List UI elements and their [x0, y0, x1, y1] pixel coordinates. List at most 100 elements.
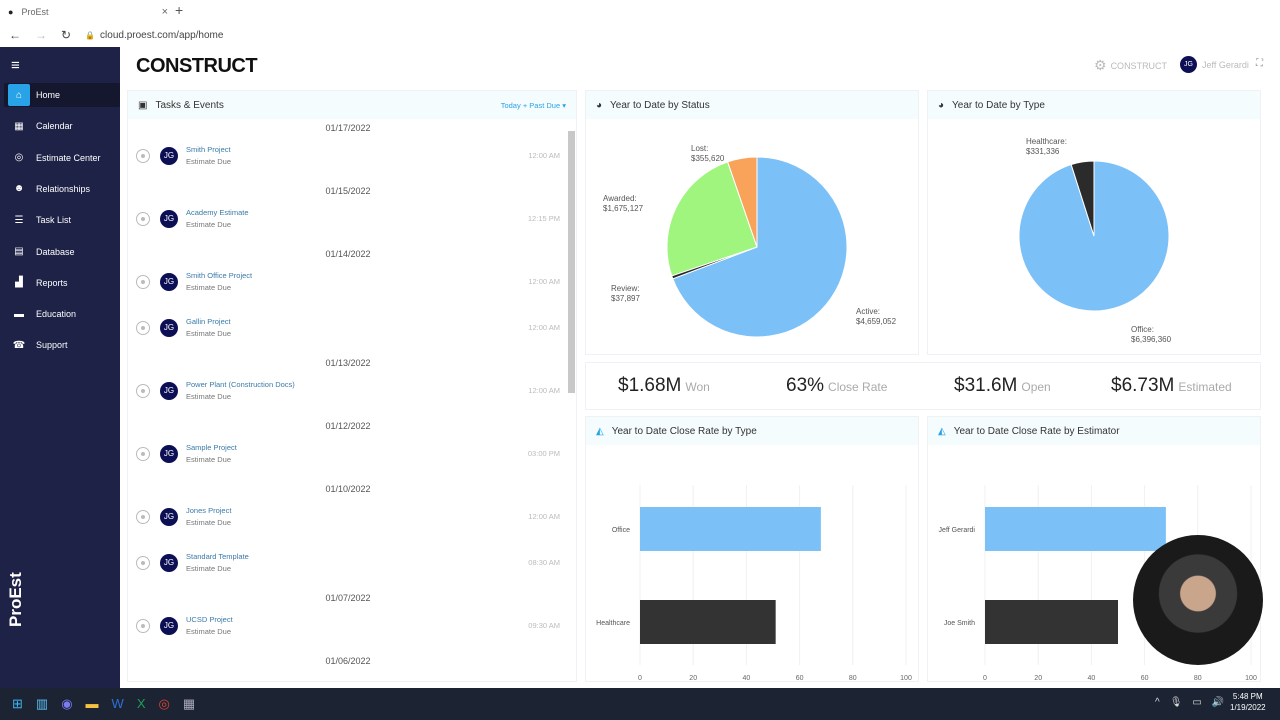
database-icon: ▤: [14, 246, 24, 257]
target-icon[interactable]: [136, 275, 150, 289]
sidebar-item-task-list[interactable]: ☰ Task List: [4, 208, 120, 232]
task-status: Estimate Due: [186, 329, 232, 338]
clock[interactable]: 5:48 PM 1/19/2022: [1230, 692, 1266, 712]
mic-icon[interactable]: 🎙: [1169, 697, 1183, 708]
task-project-link[interactable]: Smith Project: [186, 145, 231, 154]
close-rate-type-card: ◭ Year to Date Close Rate by Type Office H…: [585, 416, 919, 697]
start-icon[interactable]: ⊞: [12, 696, 23, 711]
tab-title: ProEst: [21, 7, 49, 17]
chrome-icon[interactable]: ◎: [158, 696, 170, 711]
volume-icon[interactable]: 🔊: [1211, 697, 1225, 708]
fullscreen-icon[interactable]: ⛶: [1256, 58, 1263, 69]
sidebar-item-estimate-center[interactable]: ◎ Estimate Center: [4, 146, 120, 170]
word-icon[interactable]: W: [111, 696, 124, 711]
slice-value: $37,897: [611, 294, 640, 303]
status-pie-card: ◕ Year to Date by Status Active: $4,659,05…: [585, 90, 919, 355]
excel-icon[interactable]: X: [136, 696, 146, 711]
bar-office[interactable]: [640, 507, 821, 551]
date-header: 01/14/2022: [325, 249, 371, 259]
bar-jeff-gerardi[interactable]: [985, 507, 1166, 551]
target-icon[interactable]: [136, 510, 150, 524]
task-time: 08:30 AM: [528, 558, 560, 567]
calculator-icon[interactable]: ▦: [182, 696, 196, 711]
construct-logo: CONSTRUCT: [136, 55, 258, 77]
bar-joe-smith[interactable]: [985, 600, 1118, 644]
task-row[interactable]: JG Smith Project Estimate Due 12:00 AM: [136, 141, 560, 171]
sidebar-item-reports[interactable]: ▟ Reports: [4, 271, 120, 295]
task-time: 12:00 AM: [528, 277, 560, 286]
task-project-link[interactable]: Smith Office Project: [186, 271, 253, 280]
task-project-link[interactable]: Power Plant (Construction Docs): [186, 380, 295, 389]
task-project-link[interactable]: Sample Project: [186, 443, 237, 452]
file-explorer-icon[interactable]: ▬: [85, 696, 99, 711]
sidebar-item-calendar[interactable]: ▦ Calendar: [4, 114, 120, 138]
card-title: Tasks & Events: [155, 99, 224, 111]
pie-slice-active[interactable]: [672, 156, 848, 338]
new-tab-icon[interactable]: +: [175, 2, 184, 18]
stat-label: Estimated: [1178, 380, 1232, 394]
chat-icon[interactable]: ◉: [61, 696, 73, 711]
target-icon[interactable]: [136, 321, 150, 335]
task-row[interactable]: JG Jones Project Estimate Due 12:00 AM: [136, 502, 560, 532]
back-icon[interactable]: ←: [9, 28, 21, 42]
task-project-link[interactable]: UCSD Project: [186, 615, 233, 624]
target-icon[interactable]: [136, 384, 150, 398]
task-project-link[interactable]: Academy Estimate: [186, 208, 249, 217]
pie-slice-awarded[interactable]: [666, 161, 758, 277]
task-row[interactable]: JG Power Plant (Construction Docs) Estimat…: [136, 376, 560, 406]
assignee-avatar: JG: [160, 508, 178, 526]
task-row[interactable]: JG Smith Office Project Estimate Due 12:00 …: [136, 267, 560, 297]
task-row[interactable]: JG Gallin Project Estimate Due 12:00 AM: [136, 313, 560, 343]
assignee-avatar: JG: [160, 273, 178, 291]
date-header: 01/07/2022: [325, 593, 371, 603]
task-row[interactable]: JG Standard Template Estimate Due 08:30 AM: [136, 548, 560, 578]
scrollbar-thumb[interactable]: [568, 131, 575, 393]
slice-value: $4,659,052: [856, 317, 897, 326]
network-icon[interactable]: ▭: [1192, 697, 1202, 708]
sidebar-item-home[interactable]: ⌂ Home: [4, 83, 120, 107]
target-icon[interactable]: [136, 447, 150, 461]
target-icon[interactable]: [136, 149, 150, 163]
target-icon[interactable]: [136, 556, 150, 570]
tray-chevron-icon[interactable]: ^: [1155, 697, 1160, 708]
taskbar: ⊞ ▥ ◉ ▬ W X ◎ ▦ ^ 🎙 ▭ 🔊 5:48 PM 1/19/2022: [0, 688, 1280, 720]
target-icon[interactable]: [136, 212, 150, 226]
slice-value: $331,336: [1026, 147, 1060, 156]
sidebar-item-education[interactable]: ▬ Education: [4, 302, 120, 326]
pie-slice-lost[interactable]: [727, 156, 758, 248]
sidebar-item-label: Support: [36, 340, 68, 351]
close-tab-icon[interactable]: ×: [161, 6, 168, 18]
slice-label: Office:: [1131, 325, 1154, 334]
hamburger-menu-icon[interactable]: ≡: [11, 57, 20, 74]
user-menu[interactable]: JG Jeff Gerardi: [1180, 56, 1249, 73]
assignee-avatar: JG: [160, 382, 178, 400]
bar-healthcare[interactable]: [640, 600, 776, 644]
tick-label: 20: [1034, 675, 1042, 682]
widgets-icon[interactable]: ▥: [35, 696, 49, 711]
task-row[interactable]: JG Sample Project Estimate Due 03:00 PM: [136, 439, 560, 469]
task-row[interactable]: JG Academy Estimate Estimate Due 12:15 PM: [136, 204, 560, 234]
target-icon[interactable]: [136, 619, 150, 633]
home-icon: ⌂: [8, 84, 30, 106]
sidebar-item-support[interactable]: ☎ Support: [4, 333, 120, 357]
pie-chart-icon: ◕: [938, 99, 945, 111]
tasks-filter-dropdown[interactable]: Today + Past Due ▾: [500, 100, 566, 110]
task-row[interactable]: JG UCSD Project Estimate Due 09:30 AM: [136, 611, 560, 641]
pie-slice-healthcare[interactable]: [1070, 160, 1095, 237]
task-project-link[interactable]: Jones Project: [186, 506, 232, 515]
url-input[interactable]: cloud.proest.com/app/home: [100, 29, 224, 41]
task-project-link[interactable]: Gallin Project: [186, 317, 231, 326]
forward-icon[interactable]: →: [35, 28, 47, 42]
sidebar-item-database[interactable]: ▤ Database: [4, 240, 120, 264]
sidebar-item-relationships[interactable]: ☻ Relationships: [4, 177, 120, 201]
task-status: Estimate Due: [186, 283, 232, 292]
reload-icon[interactable]: ↻: [61, 28, 72, 42]
task-status: Estimate Due: [186, 627, 232, 636]
browser-tab[interactable]: ● ProEst ×: [8, 3, 168, 21]
assignee-avatar: JG: [160, 554, 178, 572]
company-menu[interactable]: ⚙ CONSTRUCT: [1094, 57, 1167, 74]
calendar-icon: ▦: [14, 120, 24, 132]
sidebar-item-label: Home: [36, 90, 61, 100]
task-project-link[interactable]: Standard Template: [186, 552, 249, 561]
slice-label: Active:: [856, 307, 880, 316]
